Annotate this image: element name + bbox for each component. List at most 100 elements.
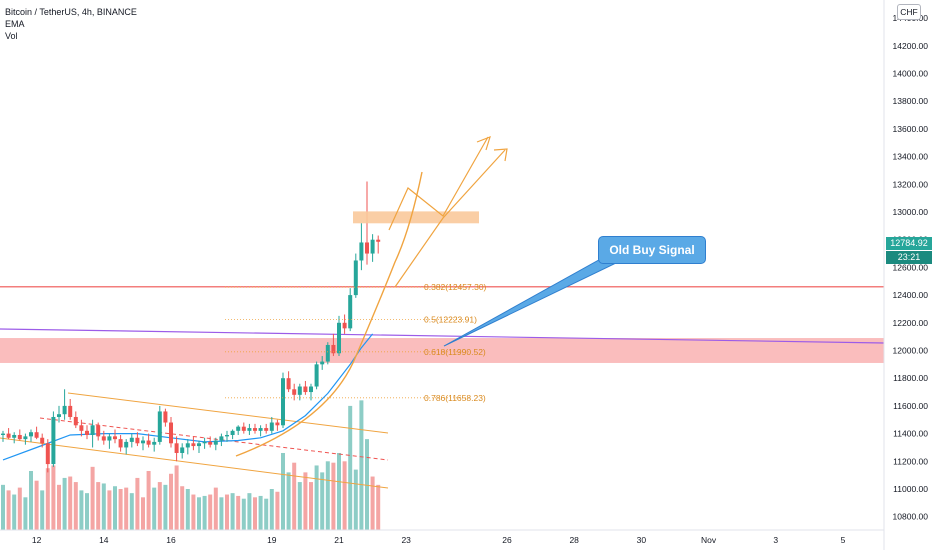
candle-body bbox=[303, 386, 308, 393]
candle bbox=[309, 383, 313, 401]
candle-body bbox=[118, 439, 123, 448]
ema-indicator-label[interactable]: EMA bbox=[5, 19, 25, 29]
candle bbox=[129, 433, 134, 448]
candle bbox=[85, 425, 89, 440]
candle bbox=[163, 408, 168, 427]
volume-bar bbox=[337, 452, 341, 530]
candle bbox=[118, 434, 123, 452]
candle-body bbox=[107, 436, 112, 441]
candle-body bbox=[376, 239, 381, 242]
candle-body bbox=[297, 386, 302, 395]
time-tick-label: 28 bbox=[569, 535, 579, 545]
volume-bar bbox=[73, 482, 78, 530]
candle-body bbox=[62, 405, 67, 415]
candle bbox=[208, 436, 213, 448]
volume-bar bbox=[258, 495, 263, 530]
volume-bar bbox=[135, 477, 140, 530]
candle bbox=[185, 439, 190, 455]
volume-bar bbox=[157, 482, 162, 530]
volume-bar bbox=[23, 497, 28, 530]
time-tick-label: Nov bbox=[701, 535, 717, 545]
volume-bar bbox=[169, 473, 173, 530]
candle bbox=[62, 389, 67, 420]
candle bbox=[68, 398, 73, 420]
candle bbox=[23, 433, 28, 445]
price-tick-label: 13000.00 bbox=[893, 207, 929, 217]
candle bbox=[45, 439, 50, 473]
symbol-title: Bitcoin / TetherUS, 4h, BINANCE bbox=[5, 7, 137, 17]
volume-bar bbox=[269, 489, 274, 530]
candle bbox=[281, 372, 285, 429]
fib-level-label: 0.618(11990.52) bbox=[424, 347, 486, 357]
volume-bar bbox=[264, 498, 269, 530]
old-buy-signal-callout[interactable]: Old Buy Signal bbox=[598, 236, 706, 264]
candle-body bbox=[6, 433, 11, 438]
price-tick-label: 13800.00 bbox=[893, 96, 929, 106]
candle bbox=[152, 437, 157, 452]
volume-bar bbox=[29, 470, 33, 530]
price-tick-label: 14000.00 bbox=[893, 69, 929, 79]
candle bbox=[197, 440, 201, 453]
candle bbox=[314, 361, 319, 390]
candle bbox=[29, 429, 33, 442]
volume-bar bbox=[241, 498, 246, 530]
volume-bar bbox=[275, 491, 280, 530]
candle bbox=[275, 419, 280, 431]
candle-body bbox=[163, 411, 168, 423]
volume-bar bbox=[107, 490, 112, 530]
candle-body bbox=[174, 443, 179, 453]
candle bbox=[370, 234, 375, 262]
candle bbox=[348, 288, 353, 332]
candle bbox=[79, 419, 84, 437]
candle-body bbox=[230, 430, 235, 435]
parabolic-curve bbox=[235, 171, 423, 457]
volume-bar bbox=[113, 486, 117, 530]
volume-bar bbox=[213, 487, 218, 530]
volume-bar bbox=[68, 476, 73, 530]
price-tick-label: 14200.00 bbox=[893, 41, 929, 51]
projection-path-1 bbox=[388, 136, 489, 231]
candle-body bbox=[23, 436, 28, 440]
candle bbox=[157, 405, 162, 445]
candle-body bbox=[12, 434, 17, 438]
currency-button[interactable]: CHF bbox=[897, 4, 921, 20]
candle bbox=[286, 371, 291, 393]
volume-bar bbox=[17, 487, 22, 530]
candle bbox=[1, 430, 5, 442]
candle bbox=[213, 437, 218, 451]
volume-bar bbox=[314, 465, 319, 530]
price-tick-label: 10800.00 bbox=[893, 512, 929, 522]
candle bbox=[202, 437, 207, 449]
fib-level-label: 0.786(11658.23) bbox=[424, 393, 486, 403]
candle bbox=[191, 436, 196, 451]
price-tick-label: 11200.00 bbox=[893, 456, 928, 466]
volume-bar bbox=[376, 484, 381, 530]
time-tick-label: 26 bbox=[502, 535, 512, 545]
last-price-tag: 12784.92 bbox=[886, 237, 932, 250]
fib-level-label: 0.382(12457.30) bbox=[424, 282, 487, 292]
volume-bar bbox=[208, 494, 213, 530]
candle-body bbox=[264, 428, 269, 431]
price-tick-label: 12600.00 bbox=[893, 262, 929, 272]
volume-indicator-label[interactable]: Vol bbox=[5, 31, 18, 41]
volume-bar bbox=[281, 452, 285, 530]
candle bbox=[107, 433, 112, 449]
volume-bar bbox=[247, 493, 252, 530]
candle bbox=[225, 430, 229, 442]
demand-zone bbox=[0, 338, 884, 363]
volume-bar bbox=[129, 493, 134, 530]
candle bbox=[135, 432, 140, 447]
volume-bar bbox=[325, 461, 330, 530]
candle-body bbox=[45, 443, 50, 465]
price-tick-label: 13400.00 bbox=[893, 152, 929, 162]
time-tick-label: 3 bbox=[773, 535, 778, 545]
arrowhead-1 bbox=[476, 135, 491, 151]
candle-body bbox=[51, 416, 56, 465]
time-tick-label: 23 bbox=[401, 535, 411, 545]
candle bbox=[101, 430, 106, 445]
candle-body bbox=[73, 416, 78, 426]
volume-bar bbox=[342, 461, 347, 530]
volume-bar bbox=[309, 482, 313, 530]
